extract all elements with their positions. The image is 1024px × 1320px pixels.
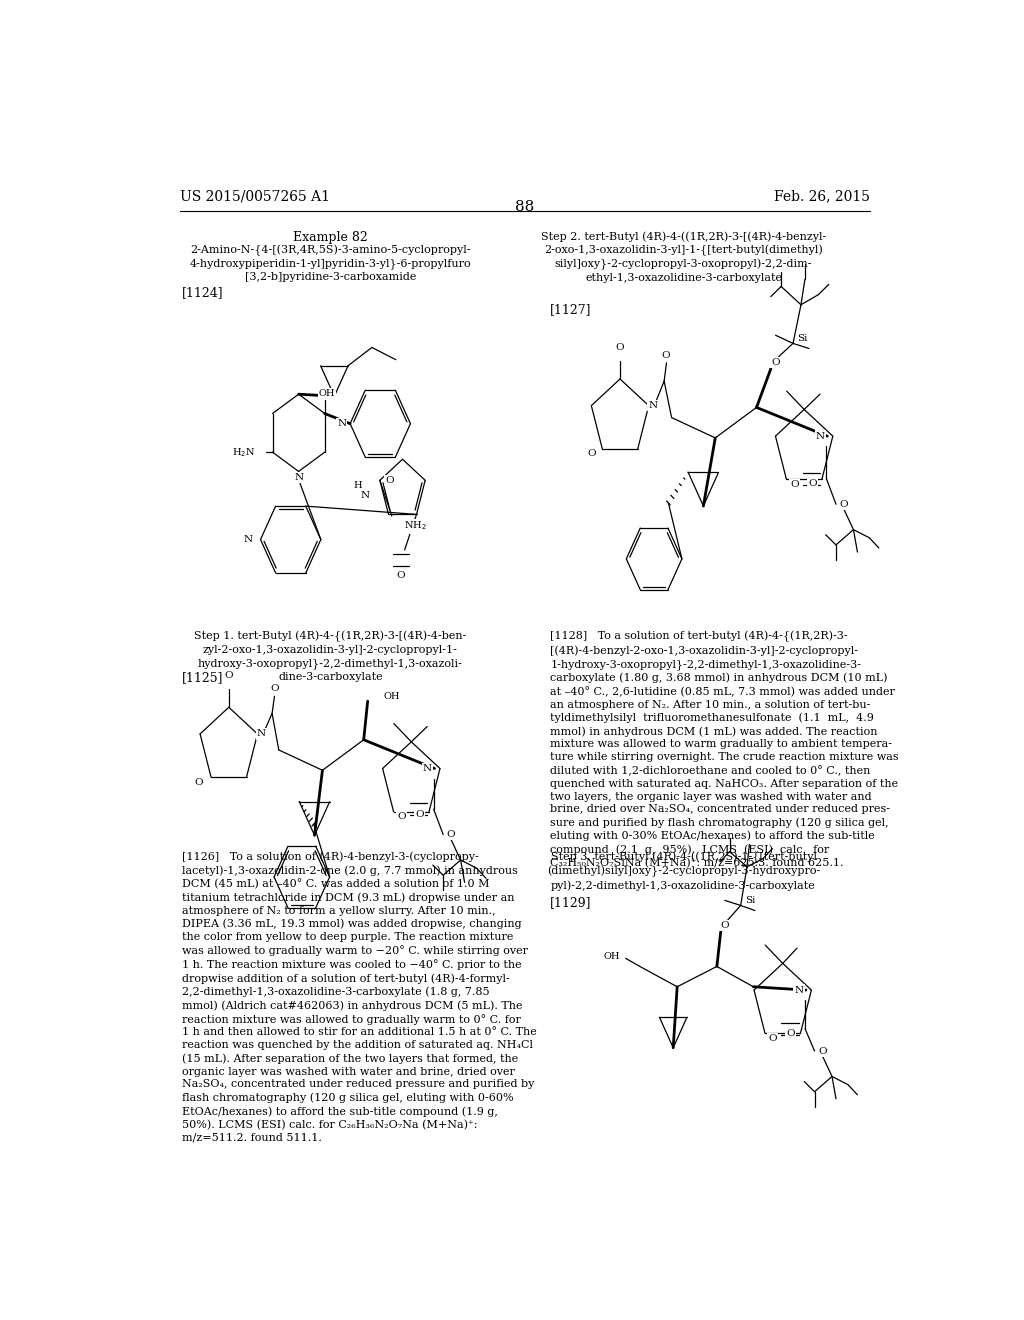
Text: N: N <box>423 764 432 774</box>
Text: N: N <box>337 420 346 428</box>
Text: Step 3. tert-Butyl (4R)-4-((1R,2S)-1-{[tert-butyl
(dimethyl)silyl]oxy}-2-cyclopr: Step 3. tert-Butyl (4R)-4-((1R,2S)-1-{[t… <box>547 851 820 891</box>
Text: H: H <box>353 480 361 490</box>
Text: 88: 88 <box>515 201 535 214</box>
Text: Step 2. tert-Butyl (4R)-4-((1R,2R)-3-[(4R)-4-benzyl-
2-oxo-1,3-oxazolidin-3-yl]-: Step 2. tert-Butyl (4R)-4-((1R,2R)-3-[(4… <box>541 231 826 282</box>
Text: O: O <box>615 343 625 352</box>
Text: O: O <box>397 812 406 821</box>
Text: N: N <box>257 730 266 738</box>
Text: N: N <box>795 986 804 994</box>
Text: N: N <box>294 473 303 482</box>
Text: [1125]: [1125] <box>182 671 223 684</box>
Text: O: O <box>588 449 596 458</box>
Text: N: N <box>244 535 253 544</box>
Text: [1128]   To a solution of tert-butyl (4R)-4-{(1R,2R)-3-
[(4R)-4-benzyl-2-oxo-1,3: [1128] To a solution of tert-butyl (4R)-… <box>550 631 899 869</box>
Text: OH: OH <box>318 388 336 397</box>
Text: O: O <box>446 830 456 840</box>
Text: Example 82: Example 82 <box>293 231 368 244</box>
Text: NH$_2$: NH$_2$ <box>403 520 426 532</box>
Text: 2-Amino-N-{4-[(3R,4R,5S)-3-amino-5-cyclopropyl-
4-hydroxypiperidin-1-yl]pyridin-: 2-Amino-N-{4-[(3R,4R,5S)-3-amino-5-cyclo… <box>189 244 471 282</box>
Text: [1127]: [1127] <box>550 302 592 315</box>
Text: H$_2$N: H$_2$N <box>231 446 255 458</box>
Text: OH: OH <box>603 952 620 961</box>
Text: O: O <box>396 570 404 579</box>
Text: OH: OH <box>384 692 400 701</box>
Text: O: O <box>415 809 424 818</box>
Text: [1126]   To a solution of (4R)-4-benzyl-3-(cyclopropy-
lacetyl)-1,3-oxazolidin-2: [1126] To a solution of (4R)-4-benzyl-3-… <box>182 851 537 1143</box>
Text: [1124]: [1124] <box>182 286 223 300</box>
Text: US 2015/0057265 A1: US 2015/0057265 A1 <box>179 189 330 203</box>
Text: N: N <box>648 401 657 411</box>
Text: O: O <box>818 1047 826 1056</box>
Text: O: O <box>808 479 816 488</box>
Text: O: O <box>195 777 203 787</box>
Text: O: O <box>771 358 780 367</box>
Text: O: O <box>791 480 799 488</box>
Text: O: O <box>769 1034 777 1043</box>
Text: O: O <box>224 672 233 680</box>
Text: N: N <box>360 491 370 500</box>
Text: Si: Si <box>744 896 755 906</box>
Text: O: O <box>270 684 279 693</box>
Text: Step 1. tert-Butyl (4R)-4-{(1R,2R)-3-[(4R)-4-ben-
zyl-2-oxo-1,3-oxazolidin-3-yl]: Step 1. tert-Butyl (4R)-4-{(1R,2R)-3-[(4… <box>195 631 467 681</box>
Text: N: N <box>816 432 825 441</box>
Text: O: O <box>786 1030 795 1039</box>
Text: O: O <box>385 475 393 484</box>
Text: Feb. 26, 2015: Feb. 26, 2015 <box>774 189 870 203</box>
Text: O: O <box>662 351 670 360</box>
Text: Si: Si <box>797 334 807 343</box>
Text: O: O <box>840 500 848 508</box>
Text: O: O <box>721 921 729 931</box>
Text: [1129]: [1129] <box>550 896 592 909</box>
